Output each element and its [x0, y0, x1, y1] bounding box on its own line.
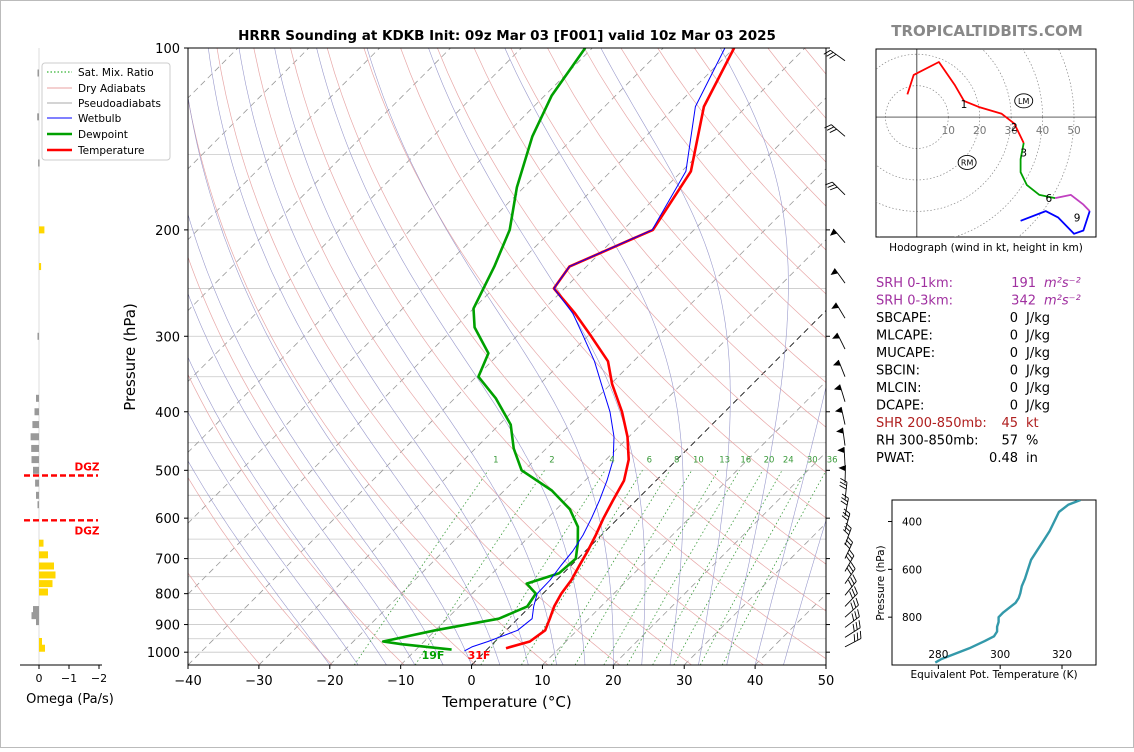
figure-frame	[0, 0, 1134, 748]
